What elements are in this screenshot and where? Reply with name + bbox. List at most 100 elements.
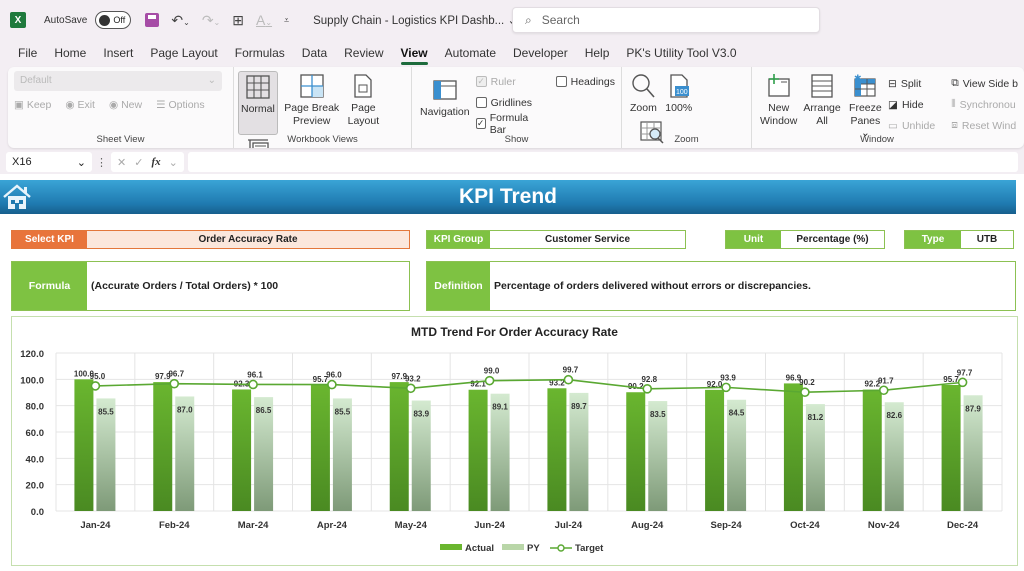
- select-kpi-field: Select KPI Order Accuracy Rate: [11, 230, 410, 249]
- home-icon[interactable]: [2, 183, 32, 211]
- search-input[interactable]: ⌕ Search: [512, 7, 820, 33]
- new-window-button[interactable]: New Window: [758, 71, 799, 142]
- type-field: Type UTB: [904, 230, 1014, 249]
- svg-text:Jun-24: Jun-24: [474, 520, 505, 531]
- zoom-button[interactable]: Zoom: [628, 71, 659, 117]
- page-layout-icon: [354, 74, 373, 98]
- reset-window-button[interactable]: ⧈ Reset Wind: [951, 119, 1017, 132]
- zoom-to-selection-button[interactable]: Zoom toSelection: [628, 117, 675, 148]
- svg-text:✱: ✱: [854, 73, 862, 83]
- zoom-100-button[interactable]: 100 100%: [663, 71, 694, 117]
- tab-page-layout[interactable]: Page Layout: [150, 45, 218, 60]
- options-button[interactable]: ☰ Options: [156, 99, 205, 111]
- sheet-view-dropdown[interactable]: Default ⌄: [14, 71, 222, 91]
- svg-text:Apr-24: Apr-24: [317, 520, 348, 531]
- tab-insert[interactable]: Insert: [103, 45, 134, 60]
- zoom-100-icon: 100: [670, 74, 689, 98]
- select-kpi-dropdown[interactable]: Order Accuracy Rate: [87, 231, 409, 248]
- formula-label: Formula: [12, 262, 87, 310]
- document-title[interactable]: Supply Chain - Logistics KPI Dashb... ⌄: [313, 13, 517, 27]
- ruler-checkbox[interactable]: ✓ Ruler: [475, 75, 516, 88]
- autosave-toggle[interactable]: Off: [95, 11, 132, 29]
- svg-text:Nov-24: Nov-24: [868, 520, 900, 531]
- insert-function-button[interactable]: fx: [151, 156, 161, 168]
- name-box[interactable]: X16 ⌄: [6, 152, 92, 172]
- unhide-icon: ▭: [888, 119, 898, 132]
- svg-text:82.6: 82.6: [886, 411, 902, 420]
- svg-text:93.9: 93.9: [720, 373, 736, 382]
- more-options-icon[interactable]: ⋮: [96, 156, 107, 169]
- keep-button[interactable]: ▣ Keep: [14, 99, 52, 111]
- unhide-button[interactable]: ▭ Unhide: [888, 119, 936, 132]
- group-label-workbook-views: Workbook Views: [287, 134, 358, 145]
- enter-icon[interactable]: ✓: [134, 156, 144, 169]
- gridlines-checkbox[interactable]: Gridlines: [475, 92, 542, 113]
- select-kpi-label: Select KPI: [12, 231, 87, 248]
- side-by-side-icon: ⧉: [951, 77, 959, 89]
- split-icon: ⊟: [888, 77, 897, 90]
- svg-text:92.0: 92.0: [707, 380, 723, 389]
- formula-tools: ✕ ✓ fx ⌄: [111, 152, 184, 172]
- tab-view[interactable]: View: [400, 45, 428, 65]
- svg-text:0.0: 0.0: [31, 507, 44, 518]
- tab-data[interactable]: Data: [301, 45, 328, 60]
- tab-formulas[interactable]: Formulas: [234, 45, 285, 60]
- split-button[interactable]: ⊟ Split: [888, 77, 922, 90]
- hide-button[interactable]: ◪ Hide: [888, 98, 924, 111]
- tab-review[interactable]: Review: [344, 45, 384, 60]
- page-layout-button[interactable]: Page Layout: [346, 71, 382, 129]
- redo-icon[interactable]: ↷⌄: [201, 11, 221, 28]
- group-sheet-view: Default ⌄ ▣ Keep ◉ Exit ◉ New ☰ Options S…: [8, 67, 234, 148]
- svg-text:91.7: 91.7: [878, 376, 894, 385]
- navigation-button[interactable]: Navigation: [418, 71, 472, 134]
- formula-input[interactable]: [187, 152, 1018, 172]
- svg-text:100: 100: [676, 89, 688, 96]
- navigation-icon: [433, 80, 457, 100]
- freeze-panes-button[interactable]: ✱ Freeze Panes ⌄: [849, 73, 882, 140]
- tab-developer[interactable]: Developer: [513, 45, 568, 60]
- tab-file[interactable]: File: [18, 45, 38, 60]
- tab-pk-utility[interactable]: PK's Utility Tool V3.0: [626, 45, 737, 60]
- unit-field: Unit Percentage (%): [725, 230, 885, 249]
- tab-home[interactable]: Home: [54, 45, 87, 60]
- type-value: UTB: [961, 231, 1013, 248]
- cancel-icon[interactable]: ✕: [117, 156, 127, 169]
- svg-text:80.0: 80.0: [26, 402, 45, 413]
- customize-toolbar-icon[interactable]: ⩡: [284, 14, 290, 25]
- checkbox-unchecked-icon: [475, 97, 487, 108]
- synchronous-scrolling-button[interactable]: ⫴ Synchronou: [951, 98, 1016, 111]
- save-icon[interactable]: [145, 13, 160, 27]
- svg-text:Oct-24: Oct-24: [790, 520, 820, 531]
- unit-value: Percentage (%): [781, 231, 884, 248]
- ribbon-tabs: File Home Insert Page Layout Formulas Da…: [0, 40, 1024, 65]
- chart-plot: 0.0 20.0 40.0 60.0 80.0 100.0 120.0 100.0 85.5 Ja…: [20, 349, 1003, 554]
- svg-text:83.9: 83.9: [413, 410, 429, 419]
- font-color-icon[interactable]: A⌄: [255, 12, 273, 28]
- autosave-label: AutoSave: [44, 14, 88, 26]
- svg-text:Mar-24: Mar-24: [238, 520, 269, 531]
- borders-icon[interactable]: ⊞: [232, 11, 244, 28]
- svg-text:60.0: 60.0: [26, 428, 45, 439]
- headings-checkbox[interactable]: Headings: [555, 71, 615, 92]
- new-button[interactable]: ◉ New: [108, 99, 143, 111]
- page-break-preview-button[interactable]: Page Break Preview: [282, 71, 341, 129]
- svg-text:92.1: 92.1: [470, 380, 486, 389]
- trend-chart[interactable]: MTD Trend For Order Accuracy Rate 0.0 20.…: [11, 316, 1018, 566]
- normal-view-button[interactable]: Normal: [238, 71, 278, 135]
- tab-help[interactable]: Help: [584, 45, 610, 60]
- svg-text:Jan-24: Jan-24: [80, 520, 111, 531]
- zoom-selection-icon: [639, 120, 664, 144]
- sync-scroll-icon: ⫴: [951, 98, 956, 110]
- view-side-by-side-button[interactable]: ⧉ View Side b: [951, 77, 1018, 90]
- tab-automate[interactable]: Automate: [444, 45, 497, 60]
- group-label-show: Show: [504, 134, 529, 145]
- formula-bar-checkbox[interactable]: ✓ Formula Bar: [475, 111, 529, 136]
- arrange-all-button[interactable]: Arrange All: [801, 71, 842, 142]
- formula-value: (Accurate Orders / Total Orders) * 100: [87, 262, 409, 310]
- undo-icon[interactable]: ↶⌄: [171, 11, 190, 28]
- svg-text:92.2: 92.2: [864, 380, 880, 389]
- svg-text:Dec-24: Dec-24: [947, 520, 979, 531]
- exit-button[interactable]: ◉ Exit: [65, 99, 95, 111]
- title-bar: X AutoSave Off ↶⌄ ↷⌄ ⊞ A⌄ ⩡ Supply Chain…: [0, 0, 1024, 40]
- custom-views-button[interactable]: CustomViews: [238, 135, 278, 148]
